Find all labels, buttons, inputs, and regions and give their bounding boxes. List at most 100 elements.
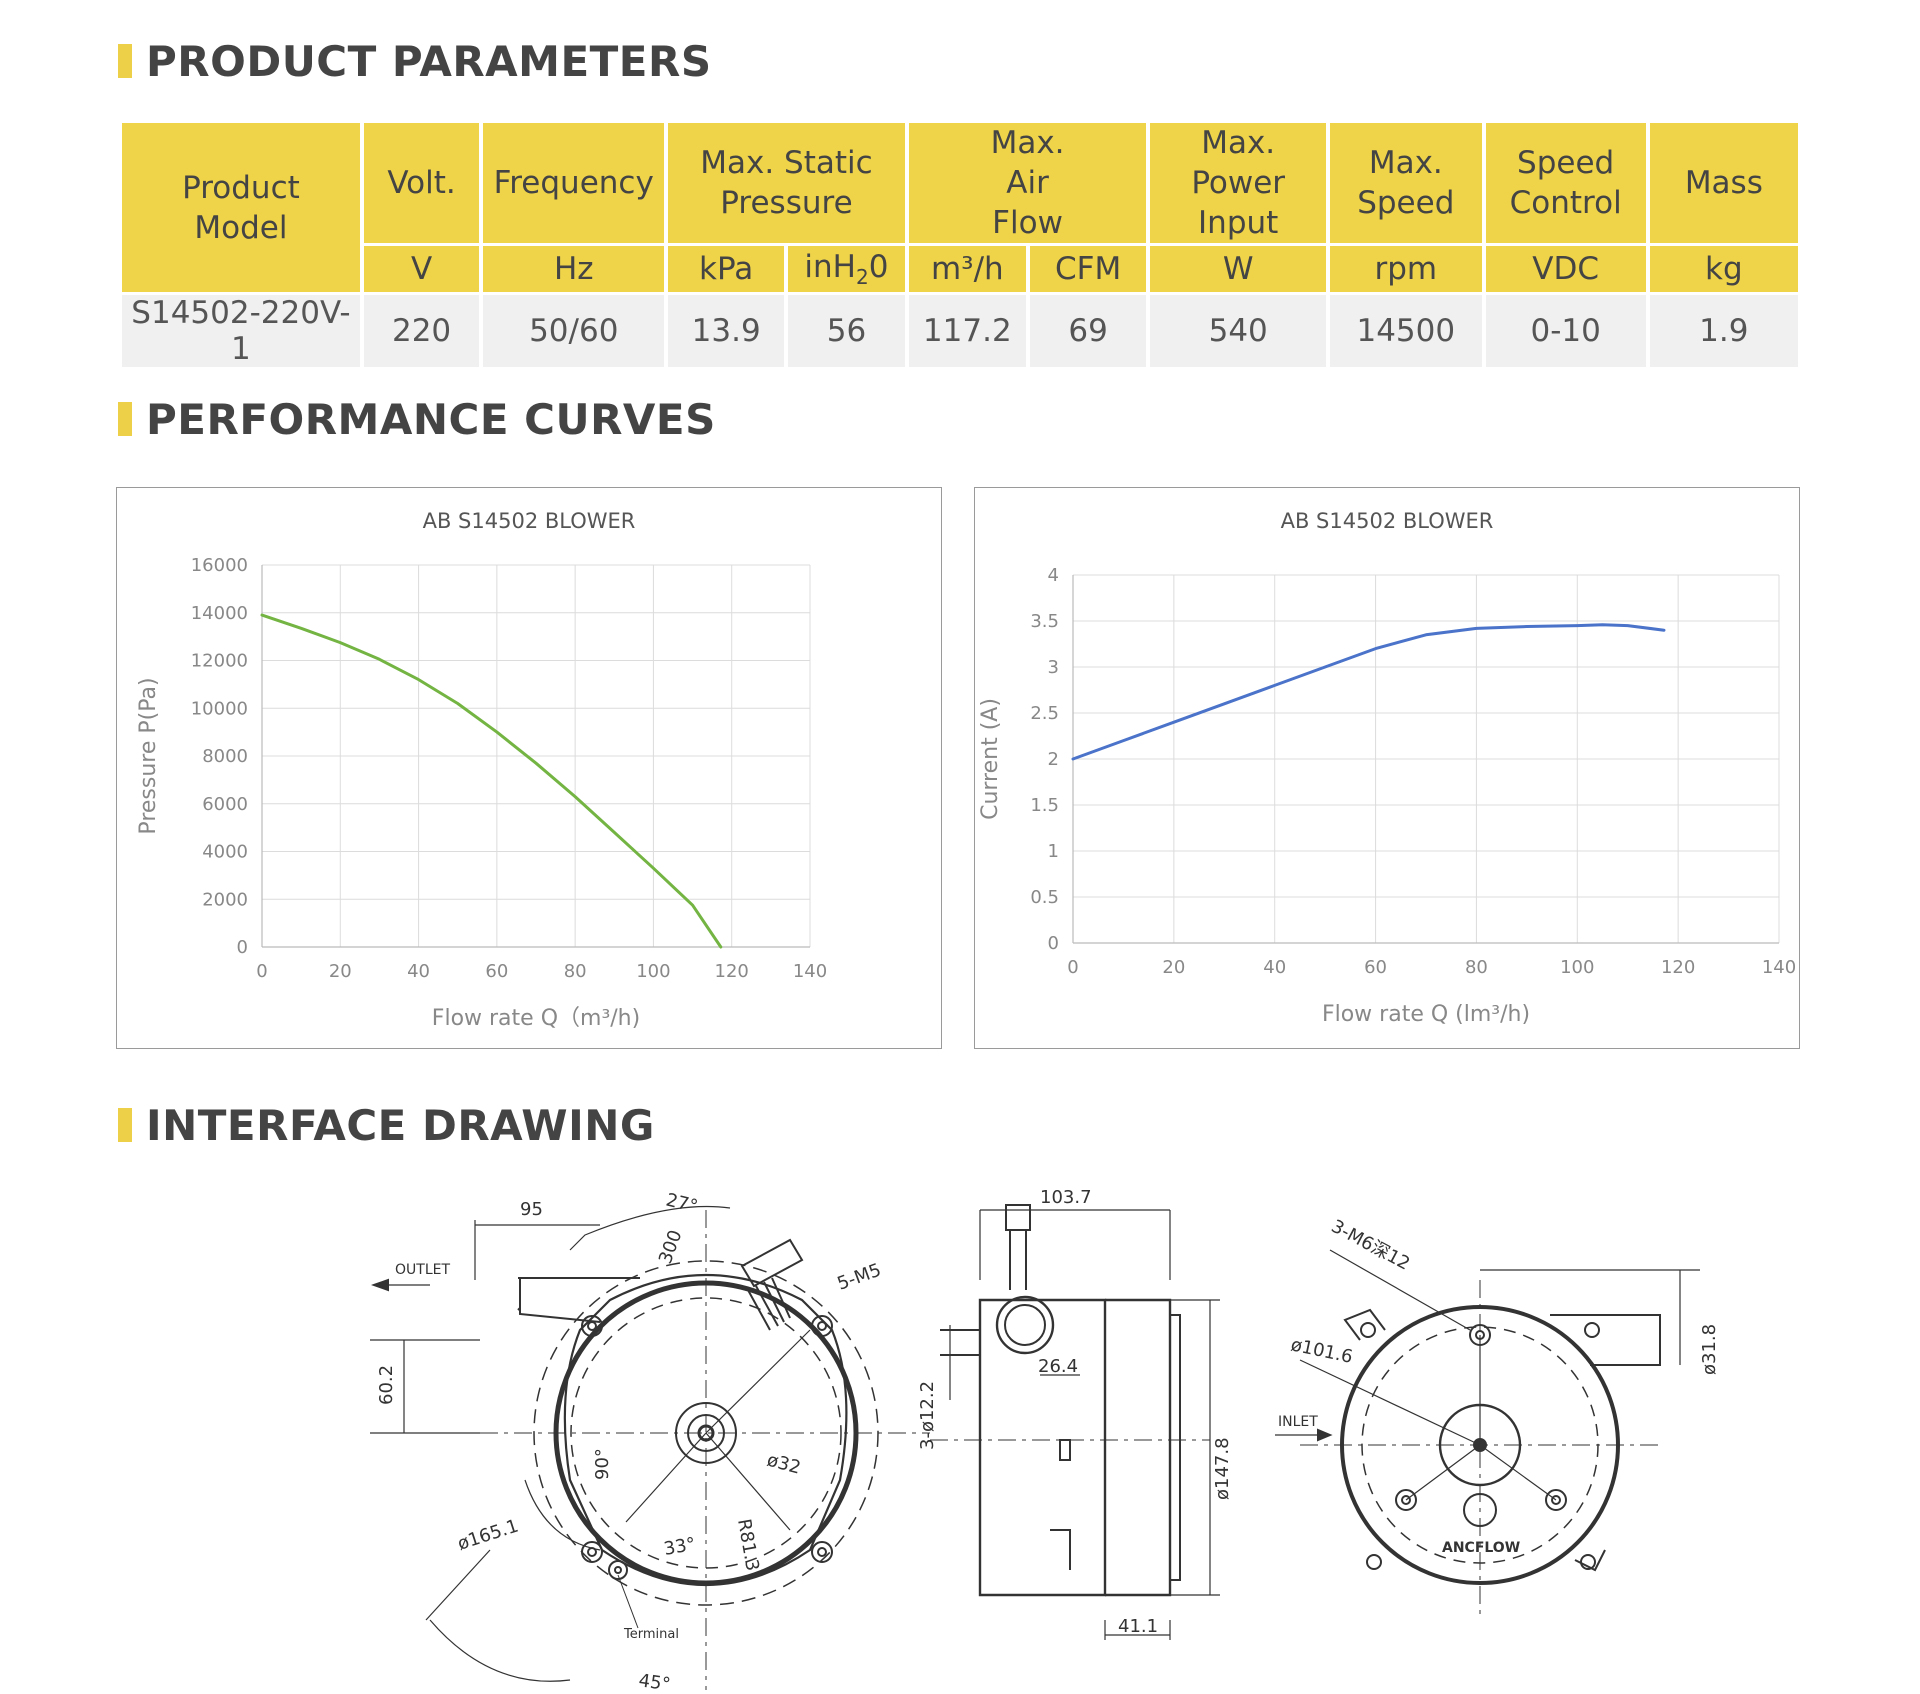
dim-60-2: 60.2 bbox=[376, 1365, 397, 1405]
x-tick-label: 140 bbox=[1762, 957, 1796, 978]
x-tick-label: 20 bbox=[1162, 957, 1185, 978]
y-tick-label: 0.5 bbox=[1030, 887, 1059, 908]
unit-vdc: VDC bbox=[1485, 246, 1646, 292]
dim-300: 300 bbox=[655, 1227, 686, 1266]
cell-speed: 14500 bbox=[1329, 295, 1482, 367]
section-title-text: PRODUCT PARAMETERS bbox=[146, 36, 712, 86]
x-tick-label: 140 bbox=[793, 961, 827, 982]
x-tick-label: 80 bbox=[564, 961, 587, 982]
series-line bbox=[260, 613, 723, 949]
cell-cfm: 69 bbox=[1029, 295, 1147, 367]
x-tick-label: 20 bbox=[329, 961, 352, 982]
cell-kpa: 13.9 bbox=[668, 295, 785, 367]
x-tick-label: 60 bbox=[1364, 957, 1387, 978]
section-title-curves: PERFORMANCE CURVES bbox=[118, 394, 716, 444]
y-tick-label: 2000 bbox=[202, 889, 248, 910]
table-row: S14502-220V-1 220 50/60 13.9 56 117.2 69… bbox=[122, 295, 1798, 367]
unit-m3h: m³/h bbox=[908, 246, 1026, 292]
cell-power: 540 bbox=[1150, 295, 1326, 367]
y-tick-label: 3.5 bbox=[1030, 611, 1059, 632]
dim-d147-8: ø147.8 bbox=[1212, 1437, 1233, 1500]
dim-3-m6: 3-M6深12 bbox=[1328, 1216, 1414, 1275]
brand-logo-text: ANCFLOW bbox=[1442, 1540, 1520, 1556]
pressure-chart-svg: AB S14502 BLOWER 0 20 40 60 80 100 120 140 0 2000 4… bbox=[136, 509, 827, 1031]
header-frequency: Frequency bbox=[483, 123, 665, 243]
cell-control: 0-10 bbox=[1485, 295, 1646, 367]
dim-45deg: 45° bbox=[637, 1670, 672, 1690]
inlet-label: INLET bbox=[1278, 1414, 1318, 1430]
y-tick-label: 1 bbox=[1048, 841, 1059, 862]
chart-title: AB S14502 BLOWER bbox=[423, 509, 636, 533]
header-max-static-pressure: Max. Static Pressure bbox=[668, 123, 905, 243]
front-view bbox=[370, 1205, 930, 1690]
y-tick-label: 0 bbox=[1048, 933, 1059, 954]
parameters-table: Product Model Volt. Frequency Max. Stati… bbox=[118, 120, 1802, 370]
pressure-chart: AB S14502 BLOWER 0 20 40 60 80 100 120 140 0 2000 4… bbox=[116, 487, 942, 1049]
dim-d31-8: ø31.8 bbox=[1699, 1324, 1720, 1375]
header-volt: Volt. bbox=[363, 123, 480, 243]
section-title-text: PERFORMANCE CURVES bbox=[146, 394, 716, 444]
dim-26-4: 26.4 bbox=[1038, 1356, 1078, 1377]
x-tick-label: 120 bbox=[1661, 957, 1695, 978]
current-chart: AB S14502 BLOWER 0 20 40 60 80 100 120 140 0 0.5 1 1… bbox=[974, 487, 1800, 1049]
header-mass: Mass bbox=[1649, 123, 1798, 243]
x-tick-label: 80 bbox=[1465, 957, 1488, 978]
cell-inh2o: 56 bbox=[788, 295, 905, 367]
unit-kg: kg bbox=[1649, 246, 1798, 292]
header-max-power-input: Max. Power Input bbox=[1150, 123, 1326, 243]
section-title-text: INTERFACE DRAWING bbox=[146, 1100, 655, 1150]
header-max-speed: Max. Speed bbox=[1329, 123, 1482, 243]
x-tick-label: 120 bbox=[715, 961, 749, 982]
unit-kpa: kPa bbox=[668, 246, 785, 292]
cell-model: S14502-220V-1 bbox=[122, 295, 360, 367]
dim-3-d12-2: 3-ø12.2 bbox=[917, 1381, 938, 1450]
dim-d165-1: ø165.1 bbox=[455, 1515, 521, 1554]
x-tick-label: 0 bbox=[1067, 957, 1078, 978]
y-tick-label: 4000 bbox=[202, 842, 248, 863]
unit-cfm: CFM bbox=[1029, 246, 1147, 292]
outlet-label: OUTLET bbox=[395, 1262, 450, 1278]
y-tick-label: 2 bbox=[1048, 749, 1059, 770]
y-tick-label: 4 bbox=[1048, 565, 1059, 586]
unit-volt: V bbox=[363, 246, 480, 292]
unit-rpm: rpm bbox=[1329, 246, 1482, 292]
cell-m3h: 117.2 bbox=[908, 295, 1026, 367]
unit-inh2o: inH20 bbox=[788, 246, 905, 292]
cell-frequency: 50/60 bbox=[483, 295, 665, 367]
x-tick-label: 0 bbox=[256, 961, 267, 982]
dim-27deg: 27° bbox=[664, 1189, 700, 1217]
dim-d32: ø32 bbox=[765, 1450, 803, 1479]
y-axis-label: Pressure P(Pa) bbox=[136, 677, 161, 834]
dim-90deg: 90° bbox=[592, 1448, 613, 1480]
unit-watt: W bbox=[1150, 246, 1326, 292]
y-tick-label: 3 bbox=[1048, 657, 1059, 678]
series-line bbox=[1071, 623, 1666, 761]
x-tick-label: 100 bbox=[636, 961, 670, 982]
section-marker bbox=[118, 402, 132, 436]
header-product-model: Product Model bbox=[122, 123, 360, 292]
y-tick-label: 8000 bbox=[202, 746, 248, 767]
y-tick-label: 12000 bbox=[191, 651, 248, 672]
y-tick-label: 6000 bbox=[202, 794, 248, 815]
cell-mass: 1.9 bbox=[1649, 295, 1798, 367]
y-tick-label: 0 bbox=[237, 937, 248, 958]
dim-103-7: 103.7 bbox=[1040, 1187, 1092, 1208]
dim-95: 95 bbox=[520, 1199, 543, 1220]
section-title-drawing: INTERFACE DRAWING bbox=[118, 1100, 655, 1150]
y-tick-label: 10000 bbox=[191, 698, 248, 719]
dim-33deg: 33° bbox=[662, 1534, 697, 1560]
chart-title: AB S14502 BLOWER bbox=[1281, 509, 1494, 533]
back-view bbox=[1275, 1249, 1700, 1620]
section-marker bbox=[118, 1108, 132, 1142]
section-marker bbox=[118, 44, 132, 78]
side-view bbox=[930, 1204, 1220, 1640]
terminal-label: Terminal bbox=[623, 1627, 679, 1642]
header-speed-control: Speed Control bbox=[1485, 123, 1646, 243]
dim-5-m5: 5-M5 bbox=[835, 1260, 884, 1295]
header-max-air-flow: Max. Air Flow bbox=[908, 123, 1147, 243]
x-tick-label: 40 bbox=[1263, 957, 1286, 978]
y-tick-label: 16000 bbox=[191, 555, 248, 576]
dim-d101-6: ø101.6 bbox=[1289, 1334, 1355, 1368]
x-axis-label: Flow rate Q (lm³/h) bbox=[1322, 1002, 1530, 1027]
x-tick-label: 100 bbox=[1560, 957, 1594, 978]
